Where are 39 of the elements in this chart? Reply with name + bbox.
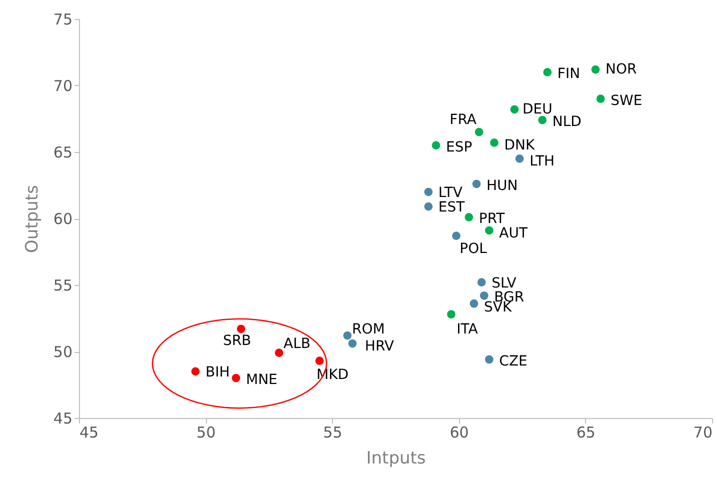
annotation: BIH [205,364,230,380]
x-tick-label: 70 [693,424,712,442]
annotation: NLD [552,114,582,130]
y-tick-label: 45 [53,410,72,428]
annotation: HRV [364,338,394,355]
annotation: PRT [478,211,506,228]
x-axis-title: Intputs [366,448,426,468]
annotation: HUN [486,178,518,194]
annotation: EST [438,200,466,216]
annotation: NOR [606,62,638,78]
x-tick-label: 65 [576,424,596,442]
x-tick-label: 55 [323,424,342,442]
x-tick-label: 60 [450,424,469,442]
y-tick-label: 70 [53,77,72,95]
y-tick-label: 50 [53,343,72,361]
annotation: CZE [499,353,528,370]
annotation: LTV [438,184,463,201]
annotation: AUT [499,225,528,242]
y-tick-label: 55 [53,276,72,294]
annotation: ALB [284,336,311,352]
annotation: SWE [610,92,642,109]
y-axis-title: Outputs [22,184,42,253]
annotation: DNK [504,138,536,154]
annotation: FRA [450,112,477,128]
y-tick-label: 75 [53,10,72,28]
annotation: POL [460,240,488,257]
annotation: ESP [446,139,472,156]
x-tick-label: 50 [196,424,216,442]
annotation: SLV [492,275,517,292]
annotation: LTH [530,154,555,170]
annotation: SRB [222,332,252,349]
y-tick-label: 60 [53,210,72,228]
annotation: ITA [456,321,478,338]
x-tick-label: 45 [80,424,99,442]
y-tick-label: 65 [53,144,72,162]
annotation: ROM [352,322,385,338]
annotation: DEU [522,101,552,118]
annotation: FIN [557,66,580,82]
annotation: MNE [246,372,278,388]
